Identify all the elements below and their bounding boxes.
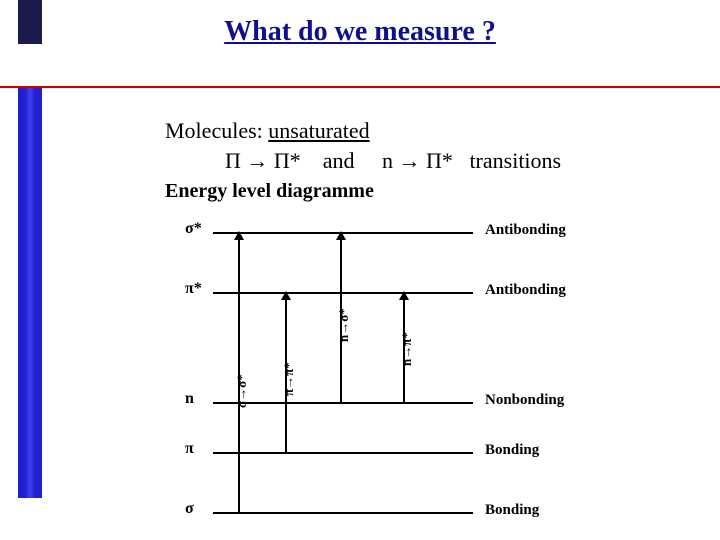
level-desc-sigma: Bonding (485, 502, 539, 519)
level-symbol-sigma_star: σ* (185, 220, 202, 238)
level-symbol-sigma: σ (185, 500, 194, 518)
arrow-label-a3: n→σ* (336, 308, 352, 342)
trans1-left: Π (225, 148, 241, 173)
red-divider (0, 86, 720, 88)
level-line-pi_star (213, 292, 473, 294)
trans2-left: n (382, 148, 393, 173)
trans-and: and (306, 148, 376, 173)
energy-diagram: σ*Antibondingπ*AntibondingnNonbondingπBo… (185, 232, 665, 532)
arrow-label-a4: n→π* (399, 332, 415, 366)
transitions-line: Π → Π* and n → Π* transitions (225, 148, 705, 174)
trans-arrow-2: → (399, 148, 421, 173)
level-symbol-pi_star: π* (185, 280, 202, 298)
level-desc-pi_star: Antibonding (485, 282, 566, 299)
trans-suffix: transitions (458, 148, 561, 173)
level-desc-pi: Bonding (485, 442, 539, 459)
energy-diagram-label: Energy level diagramme (165, 180, 705, 203)
page-title: What do we measure ? (0, 16, 720, 48)
trans1-right: Π* (274, 148, 301, 173)
level-symbol-n: n (185, 390, 194, 408)
arrow-label-a2: π→π* (281, 362, 297, 396)
arrow-a1 (238, 232, 240, 512)
level-line-n (213, 402, 473, 404)
level-desc-sigma_star: Antibonding (485, 222, 566, 239)
level-line-sigma (213, 512, 473, 514)
trans-arrow-1: → (246, 148, 268, 173)
level-symbol-pi: π (185, 440, 194, 458)
blue-accent-bar (18, 88, 42, 498)
arrow-label-a1: σ→σ* (234, 374, 250, 408)
subtitle: Molecules: unsaturated (165, 118, 705, 144)
content-area: Molecules: unsaturated Π → Π* and n → Π*… (165, 118, 705, 203)
trans2-right: Π* (426, 148, 453, 173)
level-desc-n: Nonbonding (485, 392, 564, 409)
subtitle-prefix: Molecules: (165, 118, 268, 143)
level-line-pi (213, 452, 473, 454)
subtitle-underlined: unsaturated (268, 118, 369, 143)
